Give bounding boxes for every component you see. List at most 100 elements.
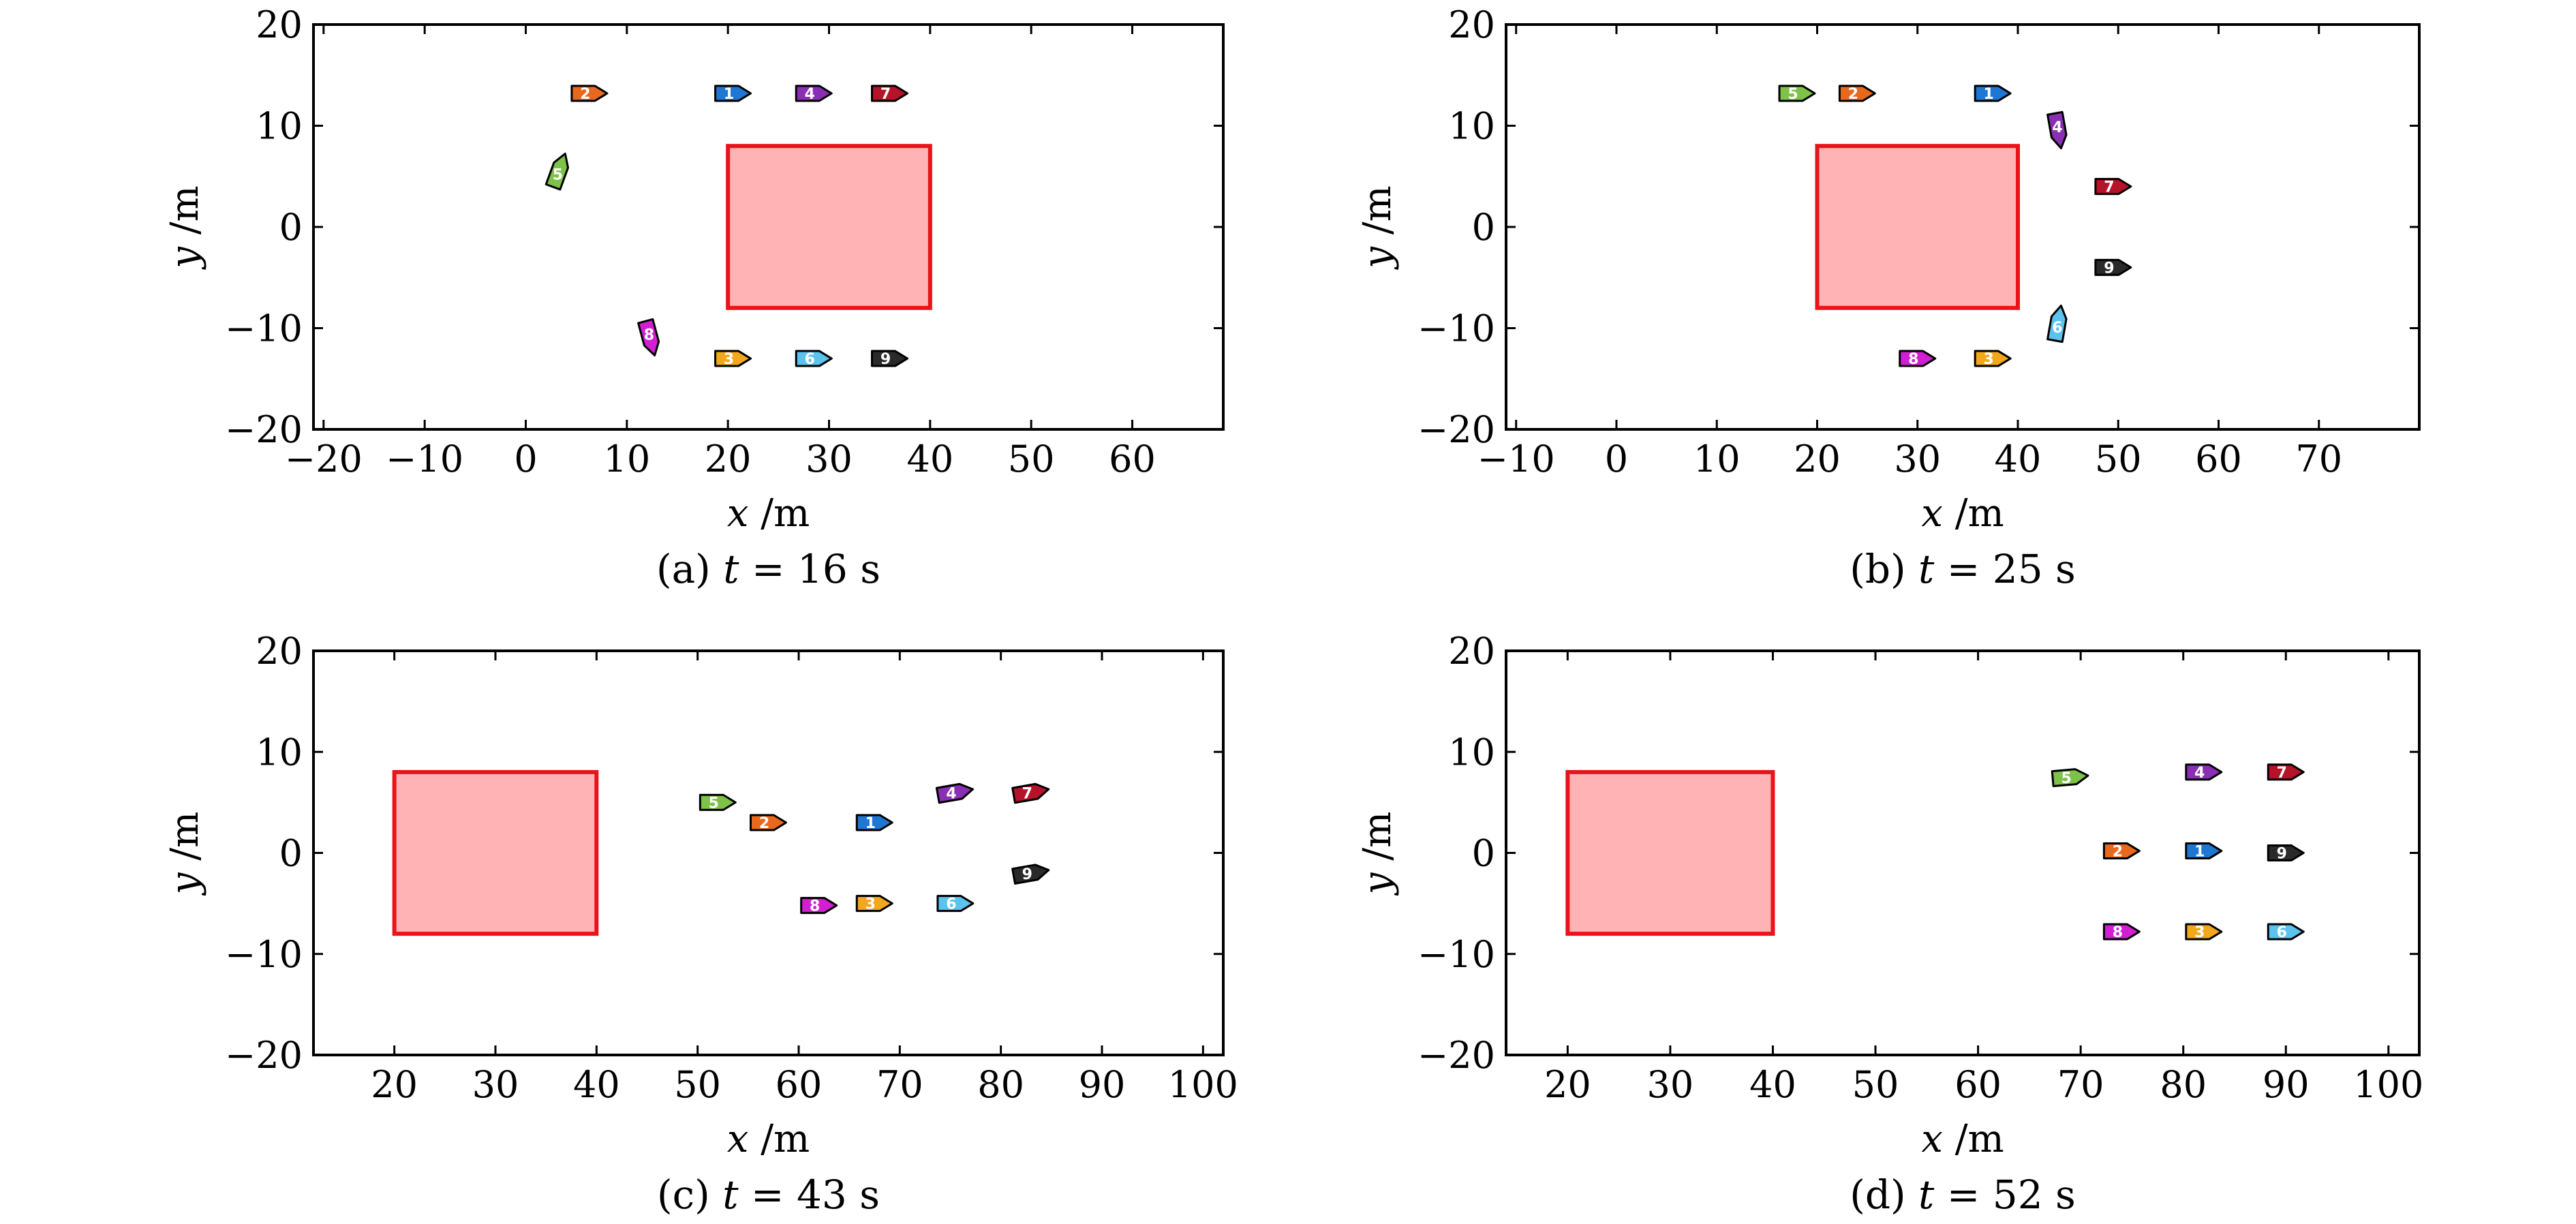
caption-value: = 25 s	[1934, 546, 2075, 592]
boat-marker-7: 7	[2094, 178, 2132, 196]
x-tick-label: 40	[1995, 438, 2042, 480]
x-tick-label: 30	[1894, 438, 1941, 480]
caption-value: = 16 s	[739, 546, 880, 592]
y-axis-var: y	[163, 246, 207, 271]
y-tick-label: −10	[225, 307, 303, 350]
x-axis-var: x	[1921, 491, 1943, 536]
boat-label: 1	[724, 86, 734, 103]
boat-marker-6: 6	[2267, 923, 2305, 941]
boat-marker-9: 9	[2094, 258, 2132, 277]
x-tick-label: 20	[1544, 1063, 1591, 1106]
x-tick-label: 80	[977, 1063, 1024, 1106]
boat-label: 8	[1908, 351, 1918, 368]
boat-label: 2	[2113, 844, 2123, 861]
y-tick-label: 0	[1472, 206, 1495, 249]
boat-hull	[871, 85, 908, 102]
x-tick-label: 60	[776, 1063, 823, 1106]
obstacle-rect	[392, 769, 599, 936]
boat-hull	[2185, 923, 2223, 940]
boat-marker-7: 7	[871, 85, 908, 103]
boat-hull	[699, 793, 737, 811]
boat-marker-5: 5	[699, 793, 737, 812]
x-axis-unit: /m	[1943, 491, 2004, 536]
boat-marker-9: 9	[1011, 863, 1050, 885]
caption-var: t	[723, 546, 739, 592]
boat-hull	[2051, 768, 2089, 788]
caption-prefix: (c)	[657, 1172, 722, 1218]
boat-hull	[2185, 842, 2223, 860]
caption-value: = 43 s	[739, 1172, 880, 1218]
boat-hull	[1011, 782, 1050, 804]
boat-marker-1: 1	[2185, 842, 2223, 861]
x-tick-label: −10	[386, 438, 463, 480]
x-tick-label: 70	[2295, 438, 2342, 480]
boat-label: 7	[2277, 765, 2287, 782]
caption-value: = 52 s	[1934, 1172, 2075, 1218]
boat-hull	[2094, 258, 2132, 276]
panel-caption: (d) t = 52 s	[1850, 1172, 2076, 1218]
caption-var: t	[1918, 1172, 1935, 1218]
x-tick-label: 90	[1079, 1063, 1126, 1106]
boat-hull	[1974, 85, 2012, 102]
x-tick-label: 70	[2057, 1063, 2104, 1106]
x-axis-unit: /m	[1943, 1117, 2004, 1161]
y-tick-label: 0	[1472, 832, 1495, 875]
boat-label: 9	[2277, 846, 2287, 863]
x-tick-label: 10	[1693, 438, 1741, 480]
panel-caption: (a) t = 16 s	[656, 546, 880, 592]
boat-hull	[2094, 178, 2132, 196]
boat-marker-8: 8	[800, 897, 838, 915]
boat-hull	[2267, 923, 2305, 940]
boat-marker-1: 1	[714, 85, 752, 103]
obstacle-rect	[1815, 144, 2020, 310]
boat-marker-9: 9	[871, 350, 908, 368]
y-tick-label: 10	[1448, 105, 1495, 148]
boat-hull	[2046, 304, 2068, 343]
boat-hull	[795, 350, 833, 367]
boat-marker-4: 4	[935, 782, 975, 804]
boat-label: 3	[2194, 924, 2205, 941]
obstacle-rect	[726, 144, 932, 310]
boat-marker-3: 3	[714, 350, 752, 368]
boat-hull	[637, 318, 660, 356]
x-tick-label: 80	[2160, 1063, 2207, 1106]
boat-label: 7	[1022, 786, 1032, 803]
x-tick-label: 90	[2263, 1063, 2310, 1106]
boat-hull	[855, 814, 893, 831]
x-tick-label: 50	[1008, 438, 1055, 480]
y-tick-label: 10	[1448, 731, 1495, 774]
x-axis-var: x	[1921, 1117, 1943, 1161]
x-tick-label: 20	[1794, 438, 1841, 480]
boat-hull	[714, 85, 752, 102]
caption-prefix: (d)	[1850, 1172, 1918, 1218]
boat-hull	[2267, 844, 2305, 861]
y-axis-label: y /m	[1355, 812, 1400, 896]
boat-label: 4	[2194, 765, 2205, 782]
boat-label: 9	[880, 351, 891, 368]
boat-label: 7	[880, 86, 891, 103]
y-axis-var: y	[163, 872, 207, 896]
boat-hull	[1974, 350, 2012, 367]
boat-marker-4: 4	[2046, 110, 2068, 150]
x-axis-var: x	[727, 491, 749, 536]
boat-marker-6: 6	[795, 350, 833, 368]
y-tick-label: 20	[1448, 3, 1495, 46]
boat-hull	[1899, 350, 1937, 367]
boat-hull	[871, 350, 908, 367]
boat-marker-9: 9	[2267, 844, 2305, 863]
x-axis-unit: /m	[748, 491, 810, 536]
boat-label: 1	[865, 815, 876, 832]
boat-marker-1: 1	[1974, 85, 2012, 103]
boat-hull	[1778, 85, 1816, 102]
x-tick-label: 0	[1605, 438, 1628, 480]
x-axis-unit: /m	[748, 1117, 810, 1161]
boat-marker-4: 4	[2185, 763, 2223, 782]
boat-marker-2: 2	[1838, 85, 1876, 103]
boat-label: 5	[553, 166, 563, 183]
boat-marker-2: 2	[570, 85, 609, 103]
boat-marker-4: 4	[795, 85, 833, 103]
